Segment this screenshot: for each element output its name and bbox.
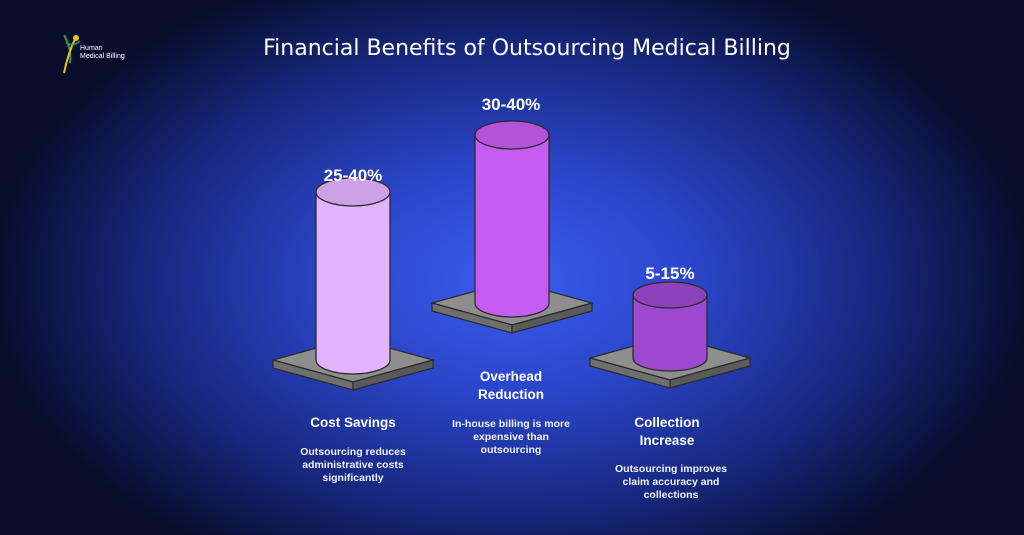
description-cost-savings: Outsourcing reduces administrative costs…: [300, 446, 406, 484]
platform-right-collection-increase: [669, 357, 751, 389]
page-title: Financial Benefits of Outsourcing Medica…: [263, 36, 791, 61]
bar-top-overhead-reduction: [474, 120, 550, 150]
bar-group-collection-increase: [587, 281, 753, 389]
value-label-overhead-reduction: 30-40%: [481, 95, 541, 114]
brand-line-1: Human: [80, 45, 103, 52]
bar-group-cost-savings: [270, 177, 436, 391]
brand-line-2: Medical Billing: [80, 53, 125, 60]
platform-right-cost-savings: [352, 359, 434, 391]
platform-right-overhead-reduction: [511, 302, 593, 334]
value-label-cost-savings: 25-40%: [323, 166, 383, 185]
bar-overhead-reduction: [474, 134, 550, 318]
value-label-collection-increase: 5-15%: [645, 264, 695, 283]
category-label-cost-savings: Cost Savings: [310, 415, 396, 430]
bar-top-collection-increase: [632, 281, 708, 309]
bar-cost-savings: [315, 191, 391, 375]
bar-collection-increase: [632, 294, 708, 372]
brand-name: Human Medical Billing: [80, 45, 125, 61]
category-label-overhead-reduction: Overhead Reduction: [478, 369, 544, 402]
description-collection-increase: Outsourcing improves claim accuracy and …: [614, 463, 728, 501]
bar-top-cost-savings: [315, 177, 391, 207]
bar-group-overhead-reduction: [429, 120, 595, 334]
description-overhead-reduction: In-house billing is more expensive than …: [452, 418, 570, 456]
brand-logo-icon: [63, 34, 81, 74]
category-label-collection-increase: Collection Increase: [634, 415, 700, 448]
